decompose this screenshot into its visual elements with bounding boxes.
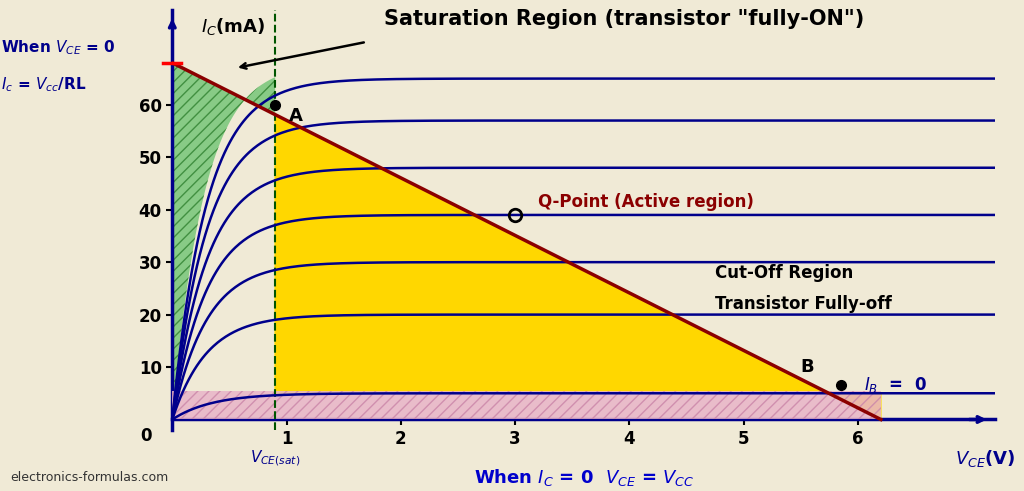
Polygon shape: [275, 114, 881, 419]
Polygon shape: [172, 391, 881, 419]
Text: $V_{CE(sat)}$: $V_{CE(sat)}$: [250, 448, 300, 468]
Text: $I_c$ = $V_{cc}$/RL: $I_c$ = $V_{cc}$/RL: [1, 75, 86, 94]
Text: $I_B$  =  0: $I_B$ = 0: [863, 376, 927, 395]
Text: $I_C$(mA): $I_C$(mA): [201, 16, 265, 37]
Text: electronics-formulas.com: electronics-formulas.com: [10, 471, 169, 484]
Polygon shape: [172, 63, 275, 419]
Text: B: B: [801, 358, 814, 376]
Text: Transistor Fully-off: Transistor Fully-off: [715, 296, 892, 313]
Text: A: A: [289, 107, 303, 125]
Text: Saturation Region (transistor "fully-ON"): Saturation Region (transistor "fully-ON"…: [384, 9, 864, 29]
Text: When $I_C$ = 0  $V_{CE}$ = $V_{CC}$: When $I_C$ = 0 $V_{CE}$ = $V_{CC}$: [473, 466, 694, 488]
Text: Cut-Off Region: Cut-Off Region: [715, 264, 853, 282]
Text: When $V_{CE}$ = 0: When $V_{CE}$ = 0: [1, 38, 116, 57]
Text: $V_{CE}$(V): $V_{CE}$(V): [955, 448, 1016, 469]
Text: Q-Point (Active region): Q-Point (Active region): [538, 193, 754, 211]
Text: 0: 0: [140, 427, 152, 445]
